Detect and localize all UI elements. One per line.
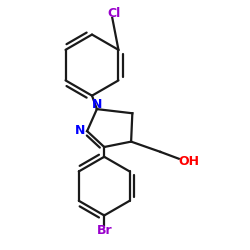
Text: Br: Br [96,224,112,237]
Text: N: N [92,98,102,111]
Text: Cl: Cl [108,7,120,20]
Text: N: N [74,124,85,137]
Text: OH: OH [178,155,199,168]
